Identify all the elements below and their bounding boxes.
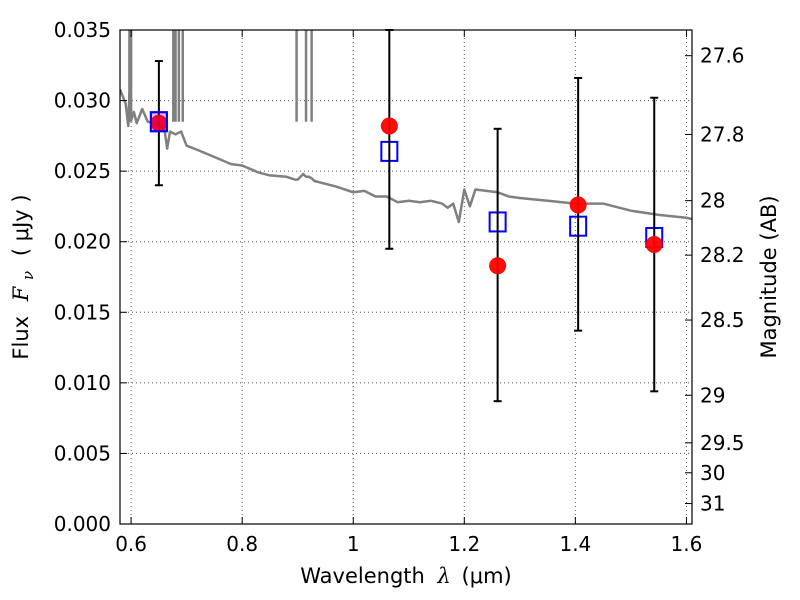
y2-tick-label: 27.6 xyxy=(700,44,745,68)
y2-tick-label: 27.8 xyxy=(700,122,745,146)
y-tick-label: 0.025 xyxy=(54,159,111,183)
x-axis-title: Wavelength λ (μm) xyxy=(300,564,511,588)
observed-flux-point xyxy=(380,117,398,135)
x-tick-label: 1.2 xyxy=(448,532,480,556)
y-tick-label: 0.020 xyxy=(54,230,111,254)
model-flux-square xyxy=(149,111,168,133)
y2-tick-label: 29.5 xyxy=(700,431,745,455)
y2-tick-label: 31 xyxy=(700,492,725,516)
y-axis-title-prefix: Flux xyxy=(9,316,33,360)
x-tick-label: 1.4 xyxy=(559,532,591,556)
y-tick-label: 0.000 xyxy=(54,512,111,536)
plot-frame xyxy=(119,29,693,525)
spectrum-line xyxy=(120,88,692,224)
observed-flux-point xyxy=(645,236,663,254)
x-axis-title-symbol: λ xyxy=(437,564,451,588)
y2-tick-label: 28.2 xyxy=(700,243,745,267)
x-axis-title-unit: (μm) xyxy=(462,564,512,588)
grid-layer xyxy=(120,29,692,525)
ticks-layer: 0.6 0.8 1 1.2 1.4 1.6 0.000 0.005 0.010 0.015 0.02… xyxy=(54,18,745,556)
y-axis-title: Flux F ν ( μJy ) xyxy=(9,194,38,359)
y-axis-title-unit: ( μJy ) xyxy=(9,194,33,256)
x-tick-label: 0.8 xyxy=(226,532,258,556)
y-tick-label: 0.030 xyxy=(54,89,111,113)
y2-tick-label: 28 xyxy=(700,189,725,213)
y-tick-label: 0.035 xyxy=(54,18,111,42)
y-tick-label: 0.005 xyxy=(54,441,111,465)
y-axis-title-symbol: F xyxy=(9,285,33,302)
y-tick-label: 0.015 xyxy=(54,300,111,324)
x-tick-label: 1 xyxy=(347,532,360,556)
plot-area xyxy=(120,30,692,224)
y2-tick-label: 29 xyxy=(700,383,725,407)
y2-axis-title: Magnitude (AB) xyxy=(757,195,781,358)
marks-layer xyxy=(149,29,664,403)
observed-flux-point xyxy=(569,196,587,214)
observed-flux-point xyxy=(489,257,507,275)
x-axis-title-prefix: Wavelength xyxy=(300,564,425,588)
y2-tick-label: 30 xyxy=(700,461,725,485)
y-tick-label: 0.010 xyxy=(54,371,111,395)
y2-tick-label: 28.5 xyxy=(700,308,745,332)
series-layer xyxy=(120,30,692,224)
x-tick-label: 1.6 xyxy=(671,532,703,556)
x-tick-label: 0.6 xyxy=(115,532,147,556)
y-axis-title-subscript: ν xyxy=(19,271,37,280)
